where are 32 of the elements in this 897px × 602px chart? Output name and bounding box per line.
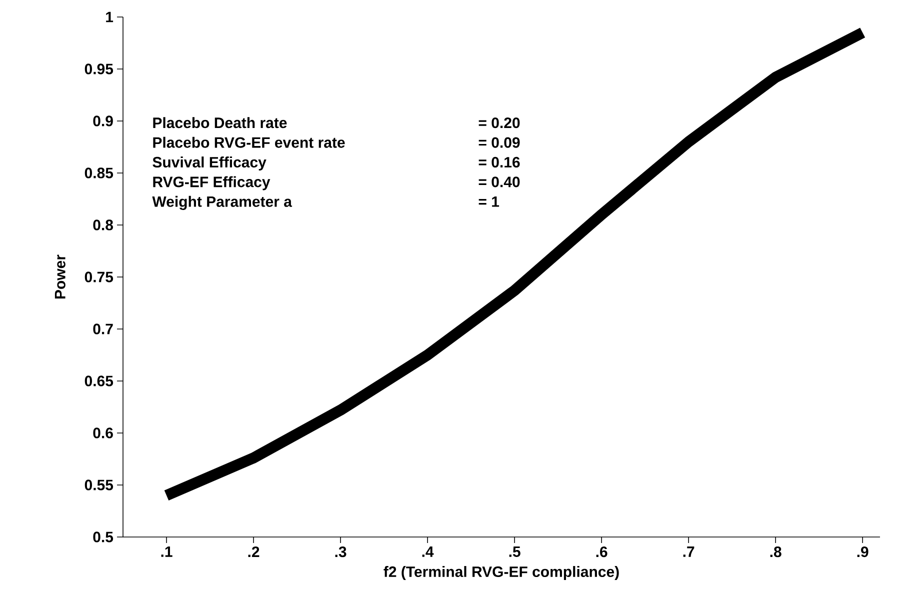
annotation: Weight Parameter a [152, 196, 292, 210]
y-tick-label: 0.95 [84, 64, 114, 74]
annotation: = 1 [478, 196, 500, 207]
annotation: Placebo RVG-EF event rate [153, 136, 345, 148]
x-tick-label: .4 [422, 546, 434, 557]
y-tick-label: 0.85 [84, 168, 114, 178]
y-tick-label: 0.5 [93, 532, 114, 542]
annotation: RVG-EF Efficacy [153, 176, 270, 190]
x-tick-label: .1 [161, 546, 172, 557]
annotation: = 0.09 [478, 137, 520, 148]
y-tick-label: 0.55 [84, 480, 114, 490]
annotation: Suvival Efficacy [152, 156, 266, 170]
annotation: = 0.40 [478, 176, 520, 188]
x-tick-label: .8 [770, 546, 782, 558]
x-tick-label: .5 [509, 546, 520, 557]
y-tick-label: 0.7 [93, 324, 113, 334]
x-tick-label: .9 [857, 546, 868, 558]
y-tick-label: 0.9 [93, 116, 113, 126]
y-tick-label: 1 [106, 12, 114, 22]
y-axis-title: Power [54, 254, 66, 298]
y-tick-label: 0.8 [93, 220, 114, 230]
annotation: Placebo Death rate [153, 117, 287, 128]
y-tick-label: 0.75 [84, 272, 114, 282]
x-tick-label: .6 [596, 546, 608, 558]
x-tick-label: .7 [683, 546, 694, 557]
y-tick-label: 0.6 [93, 428, 113, 438]
x-tick-label: .3 [335, 546, 346, 558]
y-tick-label: 0.65 [84, 376, 114, 386]
x-axis-title: f2 (Terminal RVG-EF compliance) [384, 566, 619, 580]
annotation: = 0.20 [478, 118, 520, 128]
annotation: = 0.16 [478, 156, 520, 168]
x-tick-label: .2 [248, 546, 260, 557]
